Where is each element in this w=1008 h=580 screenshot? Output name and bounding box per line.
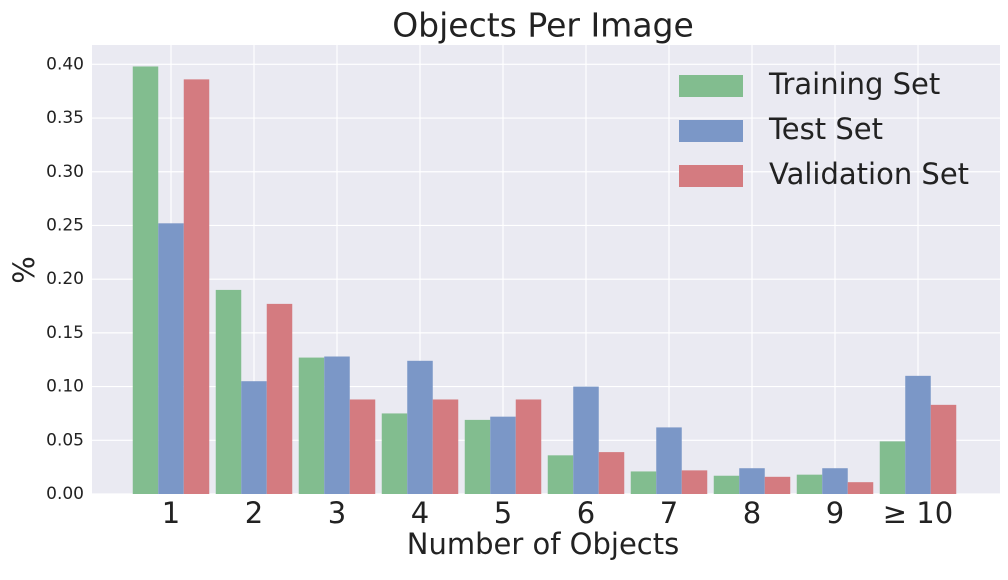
x-tick-label: ≥ 10 xyxy=(883,496,953,530)
bar xyxy=(183,79,210,495)
bar xyxy=(241,381,267,494)
bar xyxy=(349,399,376,494)
bar xyxy=(215,289,242,494)
bar xyxy=(656,427,682,494)
bar xyxy=(739,468,765,494)
legend-swatch xyxy=(679,75,743,97)
bar xyxy=(381,413,408,494)
bar xyxy=(847,482,874,494)
legend-swatch xyxy=(679,165,743,187)
legend-label: Test Set xyxy=(768,112,883,146)
x-tick-label: 3 xyxy=(328,496,346,530)
bar xyxy=(573,386,599,494)
y-tick-label: 0.10 xyxy=(46,377,84,397)
x-tick-label: 9 xyxy=(826,496,844,530)
bar xyxy=(407,360,433,494)
bar xyxy=(298,357,325,494)
y-tick-label: 0.05 xyxy=(46,430,84,450)
bar xyxy=(598,452,625,494)
bar xyxy=(547,455,574,494)
x-tick-label: 2 xyxy=(245,496,263,530)
x-tick-label: 1 xyxy=(162,496,180,530)
bar xyxy=(713,475,740,494)
bar xyxy=(681,470,708,494)
x-tick-label: 7 xyxy=(660,496,678,530)
bar xyxy=(432,399,459,494)
bar xyxy=(764,476,791,494)
legend-label: Training Set xyxy=(768,67,940,101)
bar xyxy=(266,303,293,494)
bar xyxy=(464,419,491,494)
legend-label: Validation Set xyxy=(769,157,969,191)
legend-swatch xyxy=(679,120,743,142)
bar xyxy=(822,468,848,494)
bar xyxy=(132,66,159,495)
bar xyxy=(930,404,957,494)
x-tick-label: 4 xyxy=(411,496,429,530)
chart-title: Objects Per Image xyxy=(392,6,694,45)
bar xyxy=(630,471,657,494)
bar xyxy=(490,416,516,494)
x-tick-label: 5 xyxy=(494,496,512,530)
bar xyxy=(515,399,542,494)
y-tick-label: 0.35 xyxy=(46,108,84,128)
x-tick-label: 6 xyxy=(577,496,595,530)
x-axis-label: Number of Objects xyxy=(407,527,679,561)
y-tick-label: 0.40 xyxy=(46,54,84,74)
y-axis-label: % xyxy=(7,256,41,284)
bar xyxy=(158,223,184,494)
bar xyxy=(324,356,350,494)
y-tick-label: 0.25 xyxy=(46,215,84,235)
bar xyxy=(796,474,823,494)
bar xyxy=(905,375,931,494)
y-tick-label: 0.00 xyxy=(46,484,84,504)
x-tick-label: 8 xyxy=(743,496,761,530)
y-tick-label: 0.20 xyxy=(46,269,84,289)
bar xyxy=(879,441,906,494)
y-tick-label: 0.15 xyxy=(46,323,84,343)
y-tick-label: 0.30 xyxy=(46,162,84,182)
